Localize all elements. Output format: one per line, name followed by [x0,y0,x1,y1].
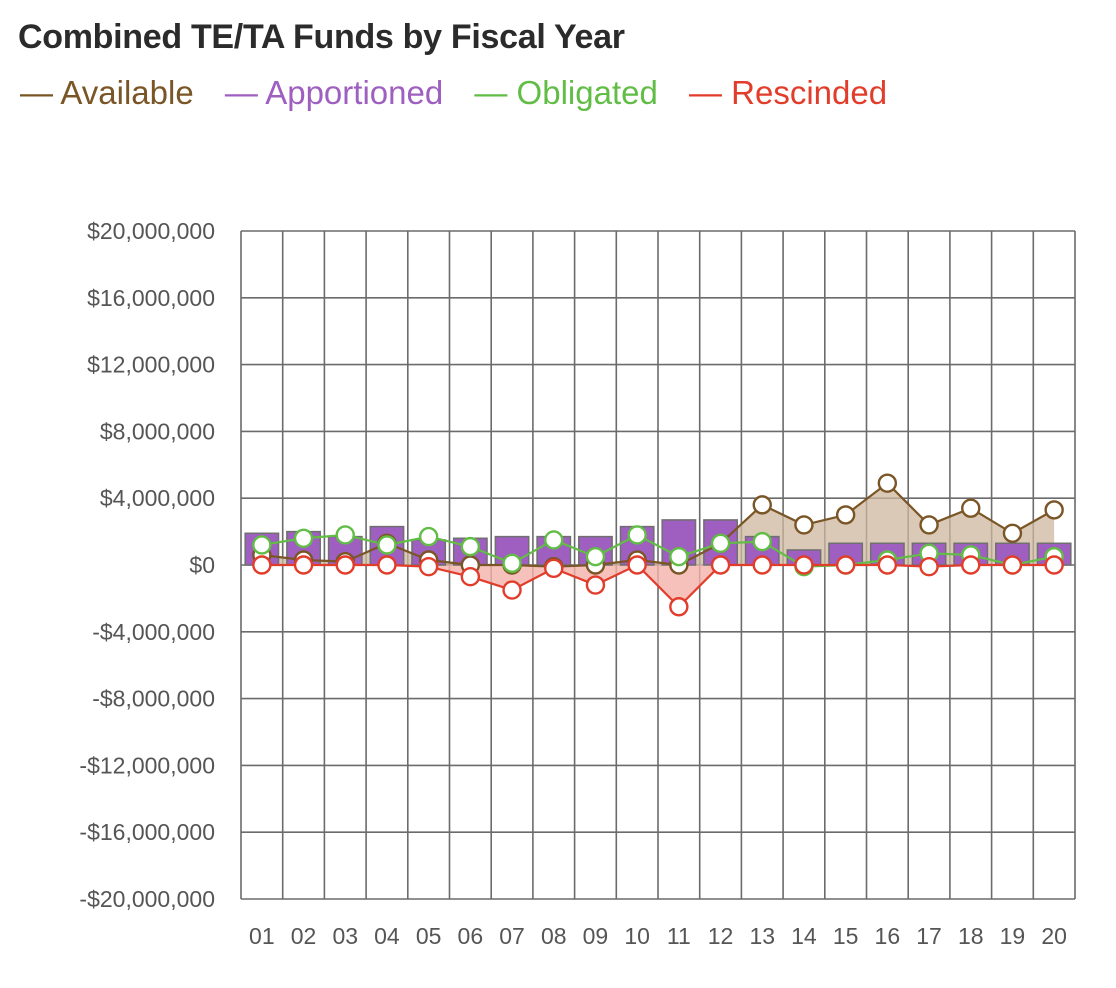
rescinded-point [1044,555,1064,575]
x-tick-label: 10 [624,923,650,949]
rescinded-point [377,555,397,575]
rescinded-point [877,555,898,575]
available-point [877,473,898,493]
rescinded-point [961,555,981,575]
x-tick-label: 13 [749,923,775,949]
legend-item-apportioned: — Apportioned [225,74,443,112]
legend-item-available: — Available [20,74,194,112]
obligated-point [418,526,439,547]
available-point [752,495,772,515]
available-point [961,498,981,518]
available-point [794,515,814,535]
rescinded-point [585,575,606,595]
obligated-point [293,528,314,548]
rescinded-point [460,566,481,587]
x-tick-label: 03 [332,923,358,949]
y-tick-label: -$12,000,000 [79,752,215,778]
available-point [919,515,939,535]
obligated-point [252,535,272,555]
legend-dash-available: — [20,74,61,111]
legend-dash-apportioned: — [224,74,266,111]
obligated-point [627,525,647,545]
x-tick-label: 04 [374,923,400,949]
rescinded-point [835,555,856,575]
y-tick-label: -$20,000,000 [79,886,215,912]
legend-label-rescinded: Rescinded [731,74,888,111]
rescinded-point [1002,555,1023,575]
rescinded-point [544,558,564,579]
x-tick-label: 01 [249,923,275,949]
rescinded-point [669,597,689,617]
rescinded-point [919,556,939,577]
x-tick-label: 02 [291,923,317,949]
legend-dash-rescinded: — [688,74,732,111]
x-tick-label: 14 [791,923,817,949]
legend-label-obligated: Obligated [516,74,658,111]
rescinded-point [794,555,814,575]
obligated-point [752,531,772,552]
rescinded-point [418,556,439,577]
rescinded-point [252,555,272,575]
x-tick-label: 07 [499,923,525,949]
y-tick-label: -$4,000,000 [92,619,215,645]
obligated-point [502,553,522,574]
obligated-point [460,536,481,557]
y-tick-label: $16,000,000 [87,285,215,311]
y-tick-label: -$8,000,000 [92,686,215,712]
obligated-point [585,546,606,567]
y-tick-label: $4,000,000 [100,485,215,511]
x-tick-label: 19 [1000,923,1026,949]
x-tick-label: 09 [583,923,609,949]
x-tick-label: 12 [708,923,734,949]
available-point [835,505,856,525]
x-tick-label: 20 [1041,923,1067,949]
available-point [1044,500,1064,520]
y-tick-label: $0 [189,552,215,578]
legend-item-obligated: — Obligated [474,74,657,112]
x-tick-label: 05 [416,923,442,949]
rescinded-point [335,555,355,575]
obligated-point [335,525,355,545]
legend-label-available: Available [60,74,194,111]
x-tick-label: 17 [916,923,942,949]
x-tick-label: 08 [541,923,567,949]
x-tick-label: 06 [458,923,484,949]
rescinded-point [293,555,314,575]
y-tick-label: $12,000,000 [87,352,215,378]
obligated-point [377,535,397,555]
obligated-point [669,546,689,567]
rescinded-point [752,555,772,575]
x-tick-label: 15 [833,923,859,949]
legend: — Available — Apportioned — Obligated — … [20,74,909,112]
legend-label-apportioned: Apportioned [265,74,444,111]
chart-title: Combined TE/TA Funds by Fiscal Year [18,18,625,56]
y-tick-label: $8,000,000 [100,418,215,444]
x-tick-label: 11 [667,923,691,949]
legend-dash-obligated: — [474,74,517,111]
rescinded-point [502,580,522,600]
rescinded-point [710,555,731,575]
rescinded-point [627,555,647,575]
available-point [1002,523,1023,543]
x-tick-label: 18 [958,923,984,949]
y-tick-label: $20,000,000 [87,218,215,244]
x-tick-label: 16 [875,923,901,949]
legend-item-rescinded: — Rescinded [689,74,887,112]
obligated-point [710,533,731,553]
y-tick-label: -$16,000,000 [79,819,215,845]
obligated-point [544,530,564,550]
